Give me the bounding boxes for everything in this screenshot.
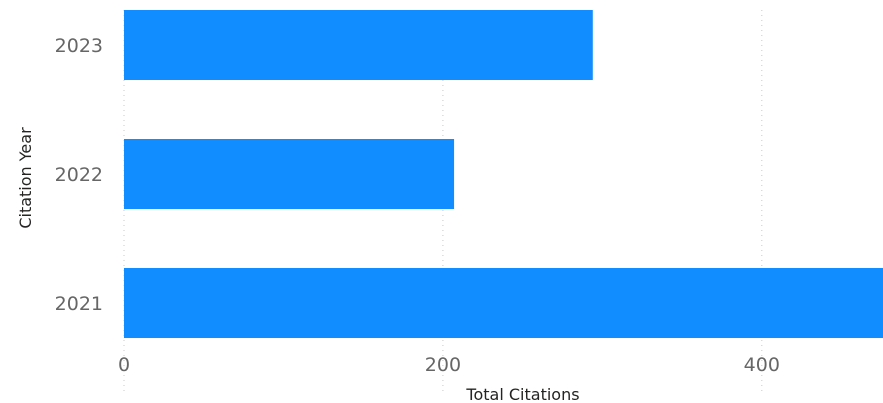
y-tick-label-2023: 2023 (55, 35, 103, 57)
x-axis-ticks: 0 200 400 (118, 354, 780, 376)
y-axis-title: Citation Year (16, 127, 35, 229)
bar-2023[interactable] (124, 10, 593, 80)
x-axis-title: Total Citations (465, 385, 579, 403)
y-axis-ticks: 2023 2022 2021 (55, 35, 103, 315)
y-tick-label-2022: 2022 (55, 164, 103, 186)
bars (124, 10, 883, 338)
y-tick-label-2021: 2021 (55, 293, 103, 315)
x-tick-label-0: 0 (118, 354, 130, 376)
bar-2022[interactable] (124, 139, 455, 209)
x-tick-label-400: 400 (744, 354, 780, 376)
x-tick-label-200: 200 (425, 354, 461, 376)
bar-2021[interactable] (124, 268, 883, 338)
